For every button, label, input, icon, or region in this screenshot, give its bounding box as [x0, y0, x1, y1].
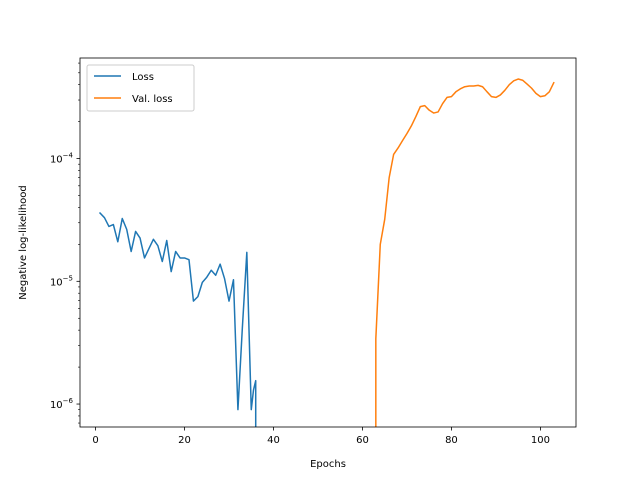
legend-label-val-loss: Val. loss	[132, 94, 173, 105]
x-axis-ticks: 0 20 40 60 80 100	[92, 427, 550, 446]
x-tick-label: 40	[267, 435, 280, 446]
series-lines	[98, 78, 555, 427]
series-line-loss	[98, 211, 257, 427]
plot-area	[80, 58, 576, 427]
y-axis-label: Negative log-likelihood	[18, 185, 29, 300]
x-axis-label: Epochs	[310, 459, 346, 470]
y-tick-label: 10−4	[50, 152, 74, 166]
x-tick-label: 0	[92, 435, 98, 446]
legend: Loss Val. loss	[86, 64, 195, 112]
y-tick-label: 10−5	[50, 274, 73, 288]
x-tick-label: 80	[445, 435, 458, 446]
plot-frame	[79, 57, 577, 428]
x-tick-label: 100	[531, 435, 550, 446]
x-tick-label: 60	[356, 435, 369, 446]
y-tick-label: 10−6	[50, 397, 74, 411]
y-axis-ticks: 10−6 10−5 10−4	[50, 62, 80, 424]
x-tick-label: 20	[178, 435, 191, 446]
legend-label-loss: Loss	[132, 72, 154, 83]
series-line-val-loss	[375, 78, 555, 427]
